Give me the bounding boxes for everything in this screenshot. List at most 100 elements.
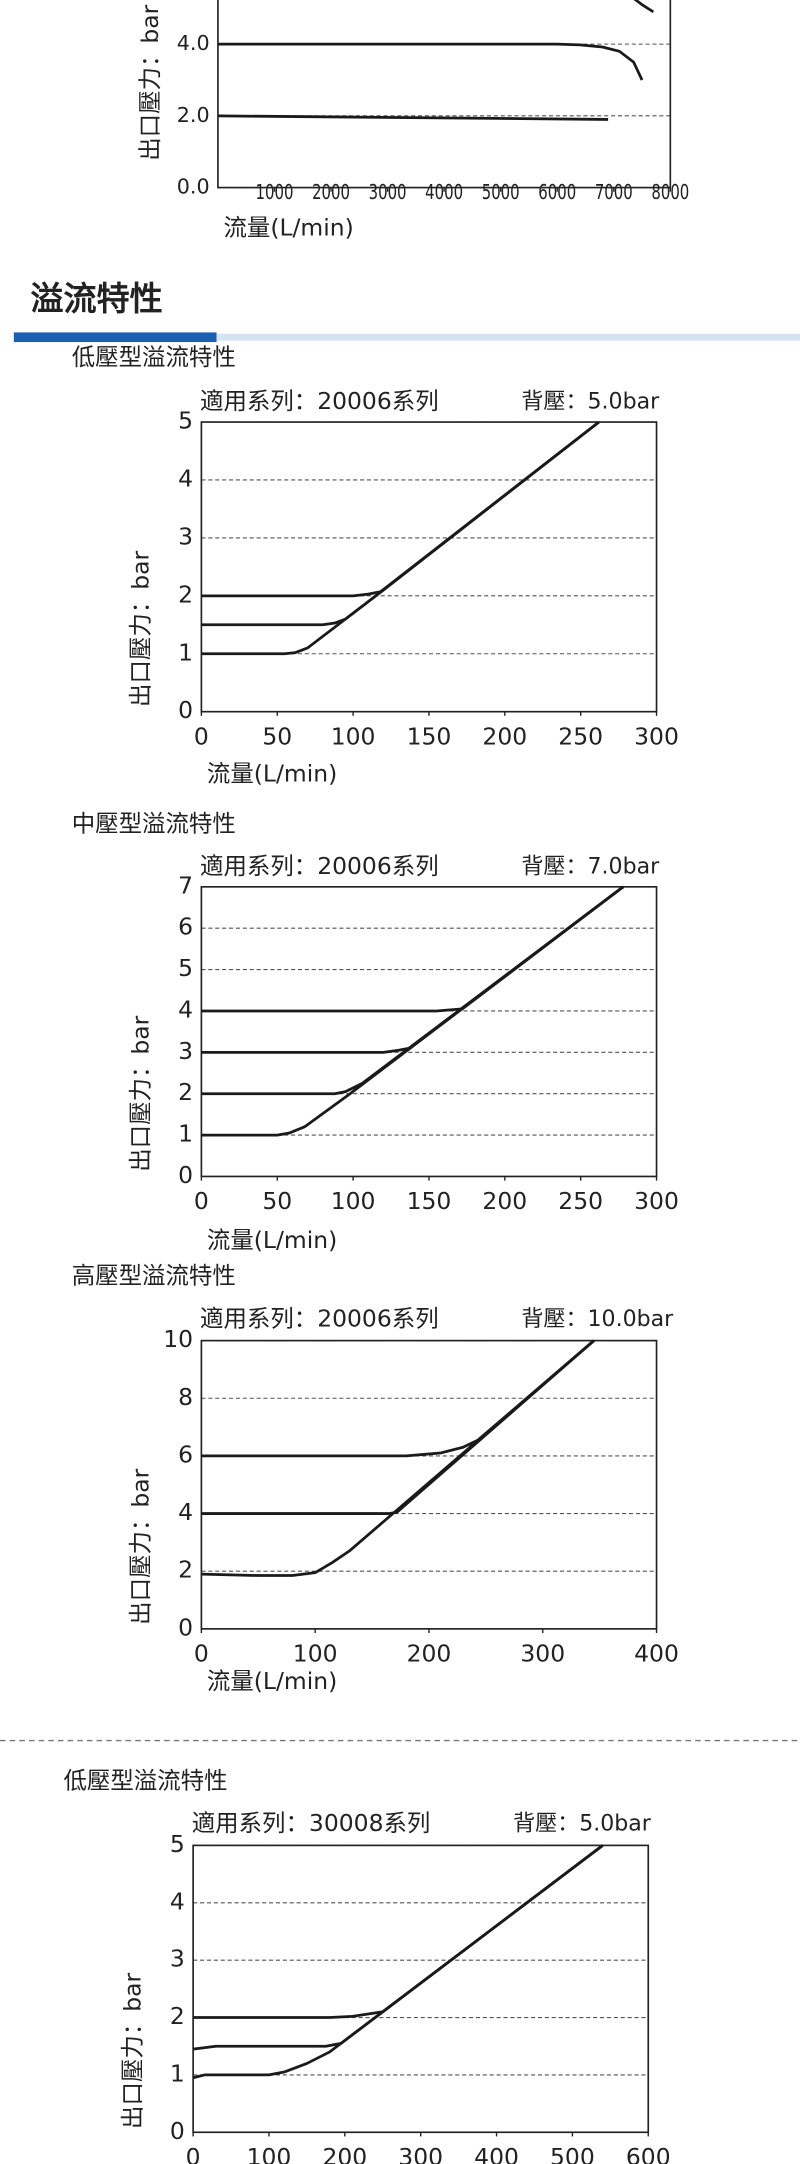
series-line (201, 1339, 595, 1577)
x-tick-label: 200 (482, 1187, 527, 1215)
y-tick-label: 10 (163, 1325, 193, 1353)
y-tick-label: 0 (178, 1161, 193, 1189)
x-axis-label: 流量(L/min) (207, 760, 337, 788)
x-tick-label: 1000 (256, 180, 294, 204)
x-axis-label: 流量(L/min) (207, 1667, 337, 1695)
y-tick-label: 5 (178, 954, 193, 982)
y-axis-label: 出口壓力：bar (136, 4, 164, 160)
y-tick-label: 0 (178, 1613, 193, 1641)
y-axis-label: 出口壓力：bar (127, 551, 155, 707)
x-tick-label: 3000 (369, 180, 407, 204)
x-tick-label: 500 (550, 2143, 595, 2164)
heading-bar (13, 332, 217, 343)
annotation: 背壓：7.0bar (521, 855, 660, 880)
x-tick-label: 2000 (312, 180, 350, 204)
x-tick-label: 100 (331, 722, 376, 750)
annotation: 背壓：10.0bar (521, 1307, 674, 1332)
y-tick-label: 4 (170, 1887, 185, 1915)
x-tick-label: 7000 (595, 180, 633, 204)
y-tick-label: 2.0 (177, 103, 210, 127)
x-tick-label: 400 (474, 2143, 519, 2164)
x-tick-label: 6000 (538, 180, 576, 204)
plot-frame (200, 421, 658, 713)
annotation: 背壓：5.0bar (513, 1812, 652, 1837)
series-line (201, 420, 600, 598)
y-tick-label: 8 (178, 1383, 193, 1411)
y-tick-label: 2 (178, 580, 193, 608)
annotation: 背壓：5.0bar (521, 390, 660, 415)
x-tick-label: 150 (407, 722, 452, 750)
x-axis-label: 流量(L/min) (207, 1226, 337, 1254)
x-tick-label: 100 (247, 2143, 292, 2164)
y-axis-label: 出口壓力：bar (118, 1973, 146, 2129)
x-tick-label: 300 (520, 1640, 565, 1668)
x-tick-label: 0 (194, 1187, 209, 1215)
y-tick-label: 6 (178, 913, 193, 941)
plot-frame (192, 1844, 650, 2134)
x-tick-label: 100 (331, 1187, 376, 1215)
chart-subtitle: 適用系列：30008系列 (192, 1809, 431, 1837)
x-tick-label: 200 (407, 1640, 452, 1668)
y-tick-label: 4.0 (177, 31, 210, 55)
x-tick-label: 5000 (482, 180, 520, 204)
y-tick-label: 4 (178, 464, 193, 492)
x-tick-label: 400 (634, 1640, 679, 1668)
y-tick-label: 1 (178, 638, 193, 666)
x-tick-label: 0 (194, 722, 209, 750)
chart-title: 低壓型溢流特性 (63, 1766, 227, 1794)
chart-title: 高壓型溢流特性 (72, 1262, 236, 1290)
series-line (201, 885, 624, 1013)
y-tick-label: 5 (170, 1830, 185, 1858)
x-tick-label: 250 (558, 722, 603, 750)
x-tick-label: 200 (322, 2143, 367, 2164)
x-tick-label: 50 (262, 1187, 292, 1215)
plot-frame (200, 1339, 658, 1630)
series-line (193, 1844, 604, 2019)
series-line (633, 0, 655, 14)
series-line (201, 1339, 595, 1458)
series-line (217, 42, 644, 81)
series-line (201, 885, 624, 1096)
y-tick-label: 0 (178, 696, 193, 724)
section-title: 溢流特性 (30, 279, 162, 318)
x-tick-label: 100 (293, 1640, 338, 1668)
x-tick-label: 300 (634, 722, 679, 750)
chart-subtitle: 適用系列：20006系列 (200, 852, 439, 880)
series-line (201, 420, 600, 656)
y-tick-label: 2 (170, 2002, 185, 2030)
x-tick-label: 0 (194, 1640, 209, 1668)
chart-subtitle: 適用系列：20006系列 (200, 387, 439, 415)
x-tick-label: 150 (407, 1187, 452, 1215)
y-axis-label: 出口壓力：bar (127, 1468, 155, 1624)
y-tick-label: 4 (178, 995, 193, 1023)
y-tick-label: 6 (178, 1440, 193, 1468)
series-line (192, 1844, 604, 2080)
plot-frame (200, 886, 658, 1178)
y-tick-label: 3 (170, 1945, 185, 1973)
x-tick-label: 300 (398, 2143, 443, 2164)
x-tick-label: 0 (186, 2143, 201, 2164)
series-line (201, 1339, 595, 1515)
y-tick-label: 7 (178, 871, 193, 899)
y-tick-label: 2 (178, 1556, 193, 1584)
x-tick-label: 200 (482, 722, 527, 750)
x-tick-label: 50 (262, 722, 292, 750)
y-tick-label: 2 (178, 1078, 193, 1106)
x-tick-label: 250 (558, 1187, 603, 1215)
y-tick-label: 5 (178, 407, 193, 435)
series-line (217, 114, 609, 121)
chart-subtitle: 適用系列：20006系列 (200, 1304, 439, 1332)
chart-title: 低壓型溢流特性 (72, 343, 236, 371)
series-line (201, 420, 600, 627)
x-tick-label: 300 (634, 1187, 679, 1215)
heading-bar-light (216, 333, 800, 341)
plot-frame (217, 0, 672, 189)
y-tick-label: 0.0 (177, 175, 210, 199)
x-tick-label: 4000 (425, 180, 463, 204)
chart-title: 中壓型溢流特性 (72, 809, 236, 837)
y-tick-label: 3 (178, 522, 193, 550)
y-tick-label: 1 (170, 2059, 185, 2087)
x-tick-label: 600 (626, 2143, 671, 2164)
